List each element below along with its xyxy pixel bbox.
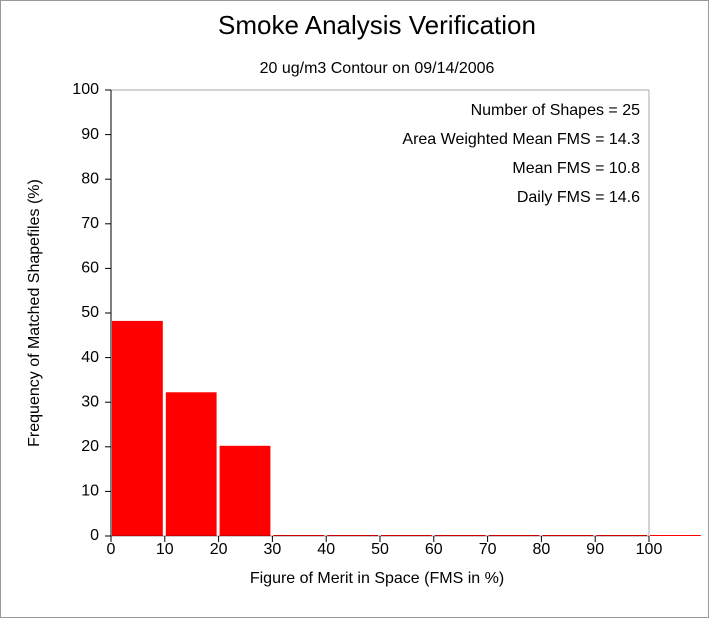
bar xyxy=(596,535,647,536)
chart-title: Smoke Analysis Verification xyxy=(218,10,536,40)
chart-subtitle: 20 ug/m3 Contour on 09/14/2006 xyxy=(260,60,495,77)
y-tick-label: 10 xyxy=(81,483,99,500)
annotation: Daily FMS = 14.6 xyxy=(517,189,640,206)
bar xyxy=(112,320,163,536)
x-tick-label: 70 xyxy=(479,541,497,558)
x-axis-label: Figure of Merit in Space (FMS in %) xyxy=(250,570,504,587)
x-tick-label: 10 xyxy=(156,541,174,558)
bar xyxy=(650,535,701,536)
y-tick-label: 60 xyxy=(81,260,99,277)
y-tick-label: 20 xyxy=(81,438,99,455)
x-tick-label: 80 xyxy=(533,541,551,558)
y-tick-label: 0 xyxy=(90,527,99,544)
y-axis-label: Frequency of Matched Shapefiles (%) xyxy=(26,179,43,447)
x-tick-label: 0 xyxy=(107,541,116,558)
x-tick-label: 50 xyxy=(371,541,389,558)
bar xyxy=(327,535,378,536)
y-tick-label: 50 xyxy=(81,304,99,321)
y-tick-label: 100 xyxy=(72,81,99,98)
bar xyxy=(434,535,486,536)
bar xyxy=(273,535,325,536)
annotation: Number of Shapes = 25 xyxy=(471,102,641,119)
annotation: Area Weighted Mean FMS = 14.3 xyxy=(402,131,640,148)
annotation: Mean FMS = 10.8 xyxy=(512,160,640,177)
x-tick-label: 90 xyxy=(586,541,604,558)
y-tick-label: 40 xyxy=(81,349,99,366)
x-tick-label: 40 xyxy=(317,541,335,558)
bar xyxy=(219,445,271,536)
y-tick-label: 80 xyxy=(81,170,99,187)
y-tick-label: 30 xyxy=(81,393,99,410)
bar xyxy=(165,392,217,536)
y-tick-label: 70 xyxy=(81,215,99,232)
bar xyxy=(488,535,540,536)
bar xyxy=(542,535,594,536)
x-tick-label: 20 xyxy=(210,541,228,558)
x-tick-label: 100 xyxy=(636,541,663,558)
y-tick-label: 90 xyxy=(81,126,99,143)
bar xyxy=(381,535,432,536)
x-tick-label: 30 xyxy=(264,541,282,558)
x-tick-label: 60 xyxy=(425,541,443,558)
